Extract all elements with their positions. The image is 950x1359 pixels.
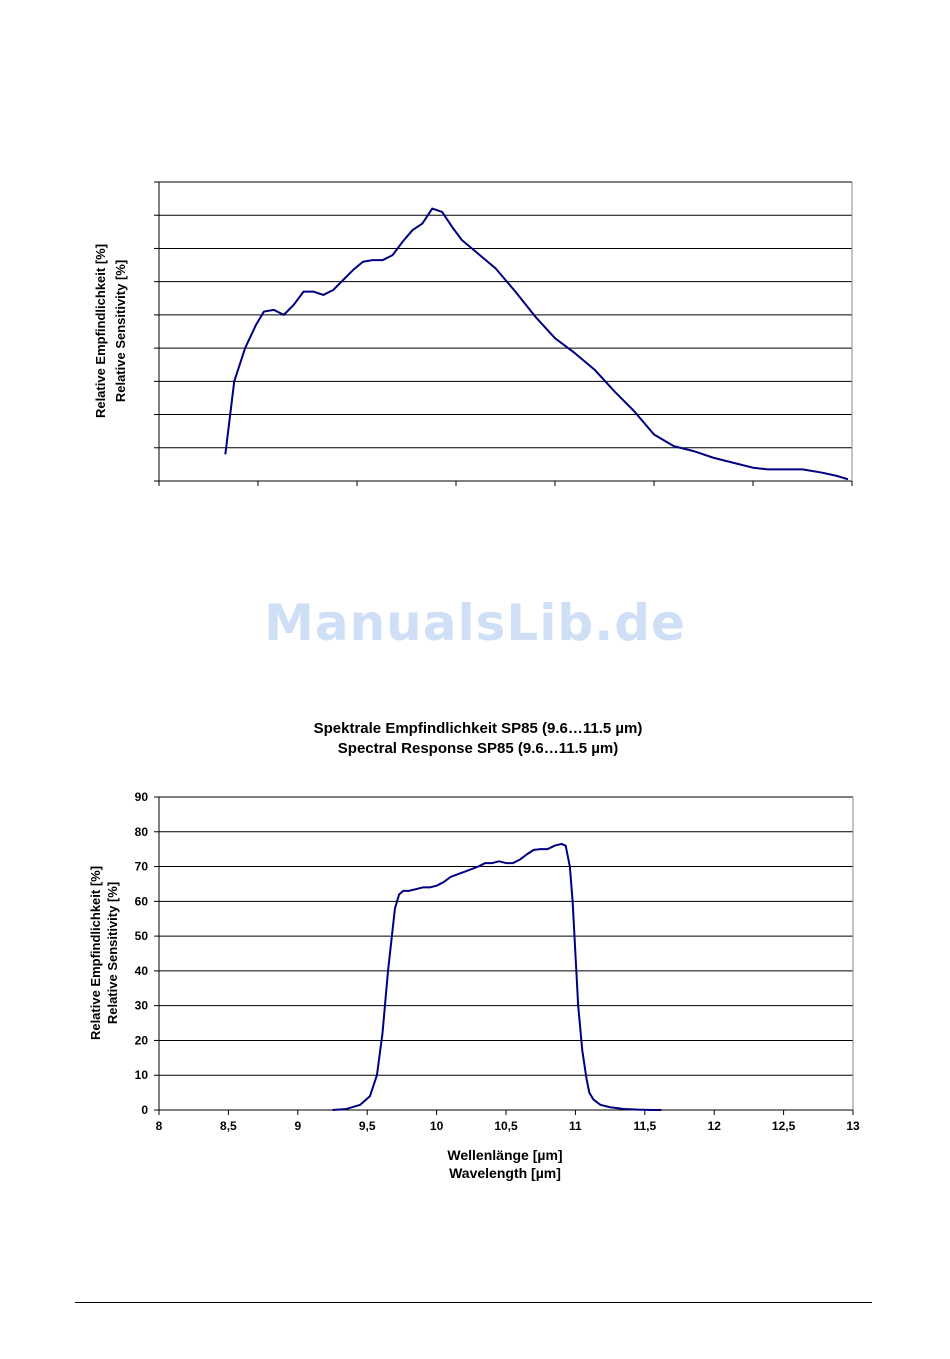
- chart2-series: [332, 842, 662, 1111]
- x-tick-label: 12: [708, 1119, 722, 1133]
- chart1-ylabel-en: Relative Sensitivity [%]: [113, 260, 128, 402]
- chart1-series: [224, 207, 849, 481]
- chart2-ylabel: Relative Empfindlichkeit [%]: [88, 866, 103, 1040]
- y-tick-label: 60: [135, 894, 149, 908]
- chart2-x-tick-labels: 8 8,5 9 9,5 10 10,5 11 11,5 12 12,5 13: [156, 1119, 860, 1133]
- chart2-y-tick-labels: 0 10 20 30 40 50 60 70 80 90: [135, 790, 149, 1117]
- x-tick-label: 12,5: [772, 1119, 796, 1133]
- chart2-axes: [154, 796, 854, 1115]
- chart2-gridlines: [159, 796, 853, 1076]
- chart2-xlabel-en: Wavelength [µm]: [449, 1165, 561, 1181]
- y-tick-label: 30: [135, 999, 149, 1013]
- series-line: [224, 207, 849, 481]
- x-tick-label: 10: [430, 1119, 444, 1133]
- y-tick-label: 50: [135, 929, 149, 943]
- chart1-gridlines: [159, 181, 852, 449]
- footer-rule: [75, 1302, 872, 1303]
- y-tick-label: 90: [135, 790, 149, 804]
- x-tick-label: 10,5: [494, 1119, 518, 1133]
- x-tick-label: 8,5: [220, 1119, 237, 1133]
- chart2-xlabel: Wellenlänge [µm]: [447, 1147, 562, 1163]
- x-tick-label: 9,5: [359, 1119, 376, 1133]
- chart2-ylabel-en: Relative Sensitivity [%]: [105, 882, 120, 1024]
- y-tick-label: 20: [135, 1033, 149, 1047]
- chart2-subtitle: Spectral Response SP85 (9.6…11.5 µm): [338, 740, 618, 757]
- chart1-axes: [154, 181, 853, 486]
- x-tick-label: 11: [569, 1119, 582, 1133]
- chart1-ylabel: Relative Empfindlichkeit [%]: [93, 244, 108, 418]
- chart2-title: Spektrale Empfindlichkeit SP85 (9.6…11.5…: [314, 720, 643, 737]
- spectral-response-chart-sp85: Spektrale Empfindlichkeit SP85 (9.6…11.5…: [88, 720, 860, 1181]
- x-tick-label: 8: [156, 1119, 163, 1133]
- x-tick-label: 9: [294, 1119, 301, 1133]
- spectral-response-chart-unlabeled: Relative Empfindlichkeit [%] Relative Se…: [93, 181, 853, 486]
- x-tick-label: 11,5: [633, 1119, 656, 1133]
- manualslib-watermark: ManualsLib.de: [264, 594, 686, 652]
- y-tick-label: 80: [135, 825, 149, 839]
- series-line: [332, 842, 662, 1111]
- y-tick-label: 40: [135, 964, 149, 978]
- y-tick-label: 0: [141, 1103, 148, 1117]
- x-tick-label: 13: [846, 1119, 860, 1133]
- y-tick-label: 10: [135, 1068, 149, 1082]
- y-tick-label: 70: [135, 860, 149, 874]
